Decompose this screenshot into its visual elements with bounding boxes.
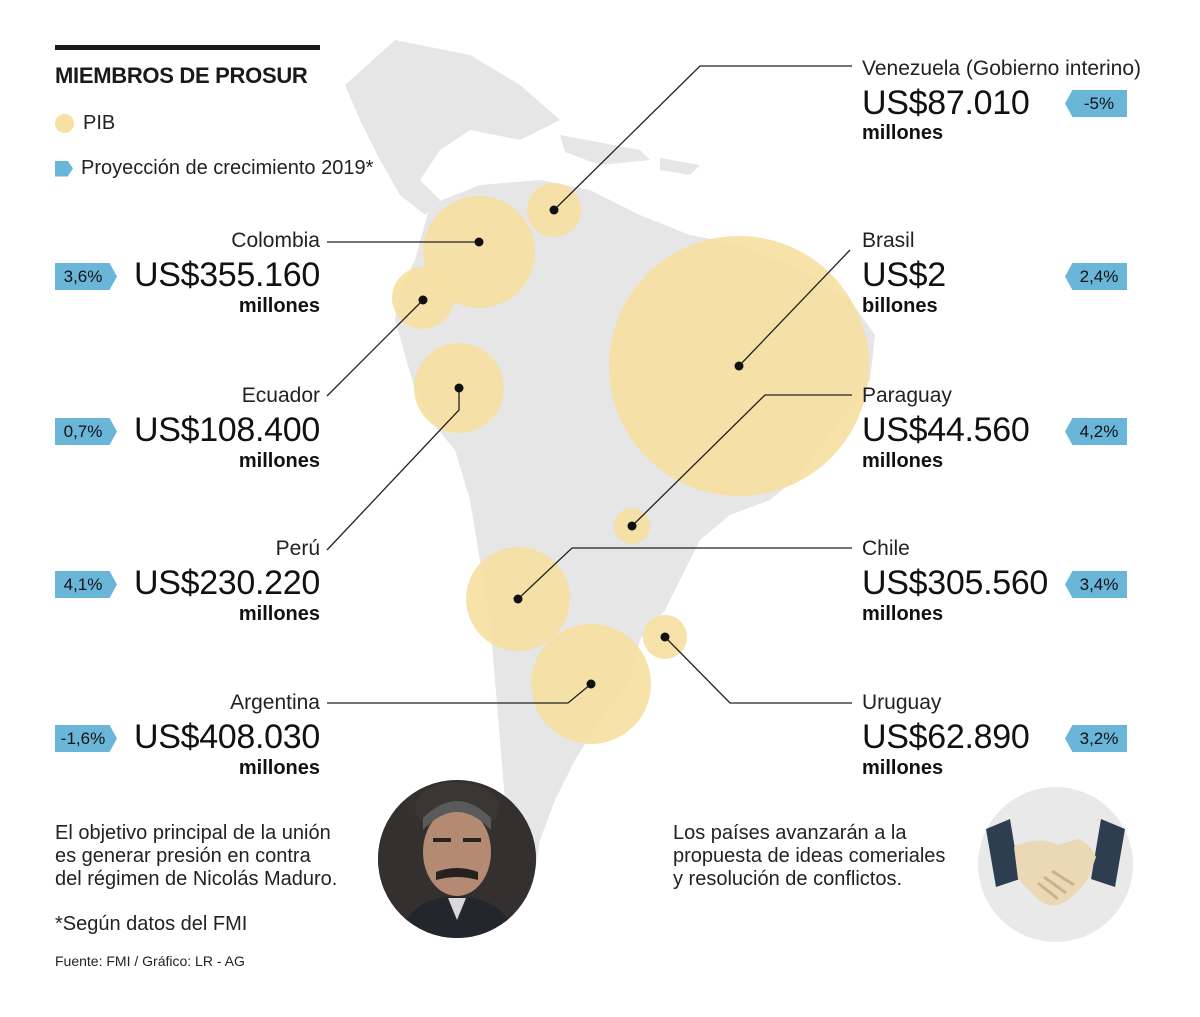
leader-line-venezuela bbox=[553, 65, 852, 211]
country-name-venezuela: Venezuela (Gobierno interino) bbox=[862, 57, 1142, 80]
imf-footnote: *Según datos del FMI bbox=[55, 913, 248, 935]
gdp-unit-venezuela: millones bbox=[862, 122, 944, 144]
central-america-land bbox=[345, 40, 560, 215]
gdp-value-ecuador: US$108.400 bbox=[133, 411, 320, 449]
leader-line-chile bbox=[517, 547, 852, 600]
note-left: El objetivo principal de la unión es gen… bbox=[55, 822, 337, 891]
handshake-illustration bbox=[986, 819, 1125, 906]
country-name-paraguay: Paraguay bbox=[862, 384, 952, 407]
gdp-unit-peru: millones bbox=[238, 603, 320, 625]
gdp-value-colombia: US$355.160 bbox=[133, 256, 320, 294]
growth-badge-ecuador: 0,7% bbox=[55, 418, 117, 445]
bubble-legend-icon bbox=[55, 114, 74, 133]
note-left-line-3: del régimen de Nicolás Maduro. bbox=[55, 868, 338, 890]
gdp-value-paraguay: US$44.560 bbox=[862, 411, 1030, 449]
flag-legend-icon bbox=[55, 160, 73, 177]
leader-line-brasil bbox=[738, 249, 851, 367]
leader-line-paraguay bbox=[631, 394, 852, 527]
growth-badge-colombia: 3,6% bbox=[55, 263, 117, 290]
leader-line-uruguay bbox=[664, 636, 852, 704]
country-name-brasil: Brasil bbox=[862, 229, 915, 252]
growth-badge-brasil: 2,4% bbox=[1065, 263, 1127, 290]
country-name-peru: Perú bbox=[275, 537, 320, 560]
note-left-line-2: es generar presión en contra bbox=[55, 845, 311, 867]
country-dot-colombia bbox=[474, 237, 484, 247]
gdp-unit-ecuador: millones bbox=[238, 450, 320, 472]
gdp-value-venezuela: US$87.010 bbox=[862, 84, 1030, 122]
legend-growth: Proyección de crecimiento 2019* bbox=[55, 157, 373, 180]
legend-gdp-label: PIB bbox=[83, 112, 116, 134]
portrait-illustration bbox=[378, 780, 536, 938]
leader-line-argentina bbox=[327, 683, 592, 704]
growth-badge-uruguay: 3,2% bbox=[1065, 725, 1127, 752]
gdp-unit-uruguay: millones bbox=[862, 757, 944, 779]
portrait-photo-icon bbox=[378, 780, 536, 938]
gdp-unit-chile: millones bbox=[862, 603, 944, 625]
legend-growth-label: Proyección de crecimiento 2019* bbox=[81, 157, 374, 179]
country-dot-ecuador bbox=[418, 295, 428, 305]
gdp-value-chile: US$305.560 bbox=[862, 564, 1049, 602]
note-right-line-2: propuesta de ideas comeriales bbox=[673, 845, 946, 867]
country-dot-peru bbox=[454, 383, 464, 393]
note-left-line-1: El objetivo principal de la unión bbox=[55, 822, 331, 844]
growth-badge-argentina: -1,6% bbox=[55, 725, 117, 752]
country-name-argentina: Argentina bbox=[230, 691, 320, 714]
leader-line-peru bbox=[326, 388, 460, 551]
gdp-value-uruguay: US$62.890 bbox=[862, 718, 1030, 756]
gdp-bubble-colombia bbox=[423, 196, 535, 308]
leader-lines bbox=[326, 65, 852, 704]
source-credit: Fuente: FMI / Gráfico: LR - AG bbox=[55, 953, 245, 969]
gdp-unit-colombia: millones bbox=[238, 295, 320, 317]
country-name-ecuador: Ecuador bbox=[241, 384, 320, 407]
growth-badge-venezuela: -5% bbox=[1065, 90, 1127, 117]
note-right: Los países avanzarán a la propuesta de i… bbox=[673, 822, 945, 891]
handshake-icon bbox=[978, 787, 1133, 942]
growth-badge-paraguay: 4,2% bbox=[1065, 418, 1127, 445]
country-name-uruguay: Uruguay bbox=[862, 691, 942, 714]
gdp-value-peru: US$230.220 bbox=[133, 564, 320, 602]
country-dot-brasil bbox=[734, 361, 744, 371]
gdp-unit-paraguay: millones bbox=[862, 450, 944, 472]
note-right-line-3: y resolución de conflictos. bbox=[673, 868, 903, 890]
country-dot-argentina bbox=[586, 679, 596, 689]
country-dot-chile bbox=[513, 594, 523, 604]
country-name-colombia: Colombia bbox=[231, 229, 320, 252]
gdp-unit-argentina: millones bbox=[238, 757, 320, 779]
country-dot-paraguay bbox=[627, 521, 637, 531]
gdp-value-argentina: US$408.030 bbox=[133, 718, 320, 756]
country-dot-uruguay bbox=[660, 632, 670, 642]
growth-badge-peru: 4,1% bbox=[55, 571, 117, 598]
country-name-chile: Chile bbox=[862, 537, 910, 560]
country-dot-venezuela bbox=[549, 205, 559, 215]
country-dots bbox=[418, 205, 744, 689]
legend-gdp: PIB bbox=[55, 112, 115, 135]
growth-badge-chile: 3,4% bbox=[1065, 571, 1127, 598]
note-right-line-1: Los países avanzarán a la bbox=[673, 822, 907, 844]
title-rule bbox=[55, 45, 320, 50]
leader-line-ecuador bbox=[326, 299, 424, 397]
caribbean-islands bbox=[560, 135, 700, 175]
gdp-value-brasil: US$2 bbox=[862, 256, 946, 294]
gdp-unit-brasil: billones bbox=[862, 295, 938, 317]
page-title: MIEMBROS DE PROSUR bbox=[55, 63, 308, 88]
